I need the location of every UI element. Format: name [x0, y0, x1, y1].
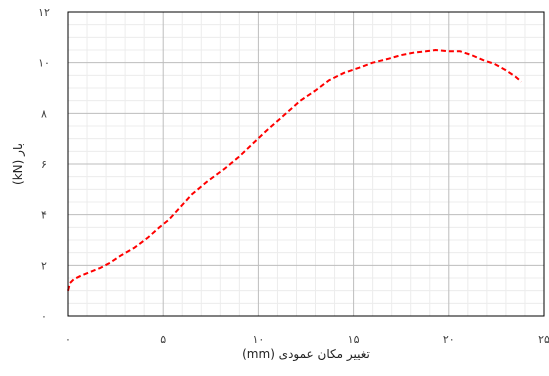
x-tick-label: ۱۰ — [252, 333, 264, 346]
y-tick-label: ۱۰ — [38, 57, 50, 70]
x-axis-title: تغییر مکان عمودی (mm) — [242, 347, 370, 362]
y-tick-label: ۶ — [41, 158, 47, 171]
x-tick-label: ۲۵ — [538, 333, 549, 346]
series-layer — [67, 49, 522, 291]
y-tick-label: ۴ — [41, 209, 47, 222]
x-tick-label: ۱۵ — [348, 333, 360, 346]
y-axis-title: بار (kN) — [11, 143, 26, 185]
y-tick-labels: ۰ ۲ ۴ ۶ ۸ ۱۰ ۱۲ — [38, 6, 50, 323]
y-tick-label: ۸ — [41, 107, 47, 120]
x-tick-labels: ۰ ۵ ۱۰ ۱۵ ۲۰ ۲۵ — [65, 333, 549, 346]
y-tick-label: ۲ — [41, 259, 47, 272]
x-tick-label: ۲۰ — [443, 333, 455, 346]
plot-area — [67, 11, 545, 317]
plot-frame — [67, 11, 545, 317]
y-tick-label: ۰ — [41, 310, 47, 323]
x-tick-label: ۰ — [65, 333, 71, 346]
x-tick-label: ۵ — [160, 333, 166, 346]
series-line — [67, 49, 522, 291]
major-gridlines — [68, 12, 544, 316]
y-tick-label: ۱۲ — [38, 6, 50, 19]
